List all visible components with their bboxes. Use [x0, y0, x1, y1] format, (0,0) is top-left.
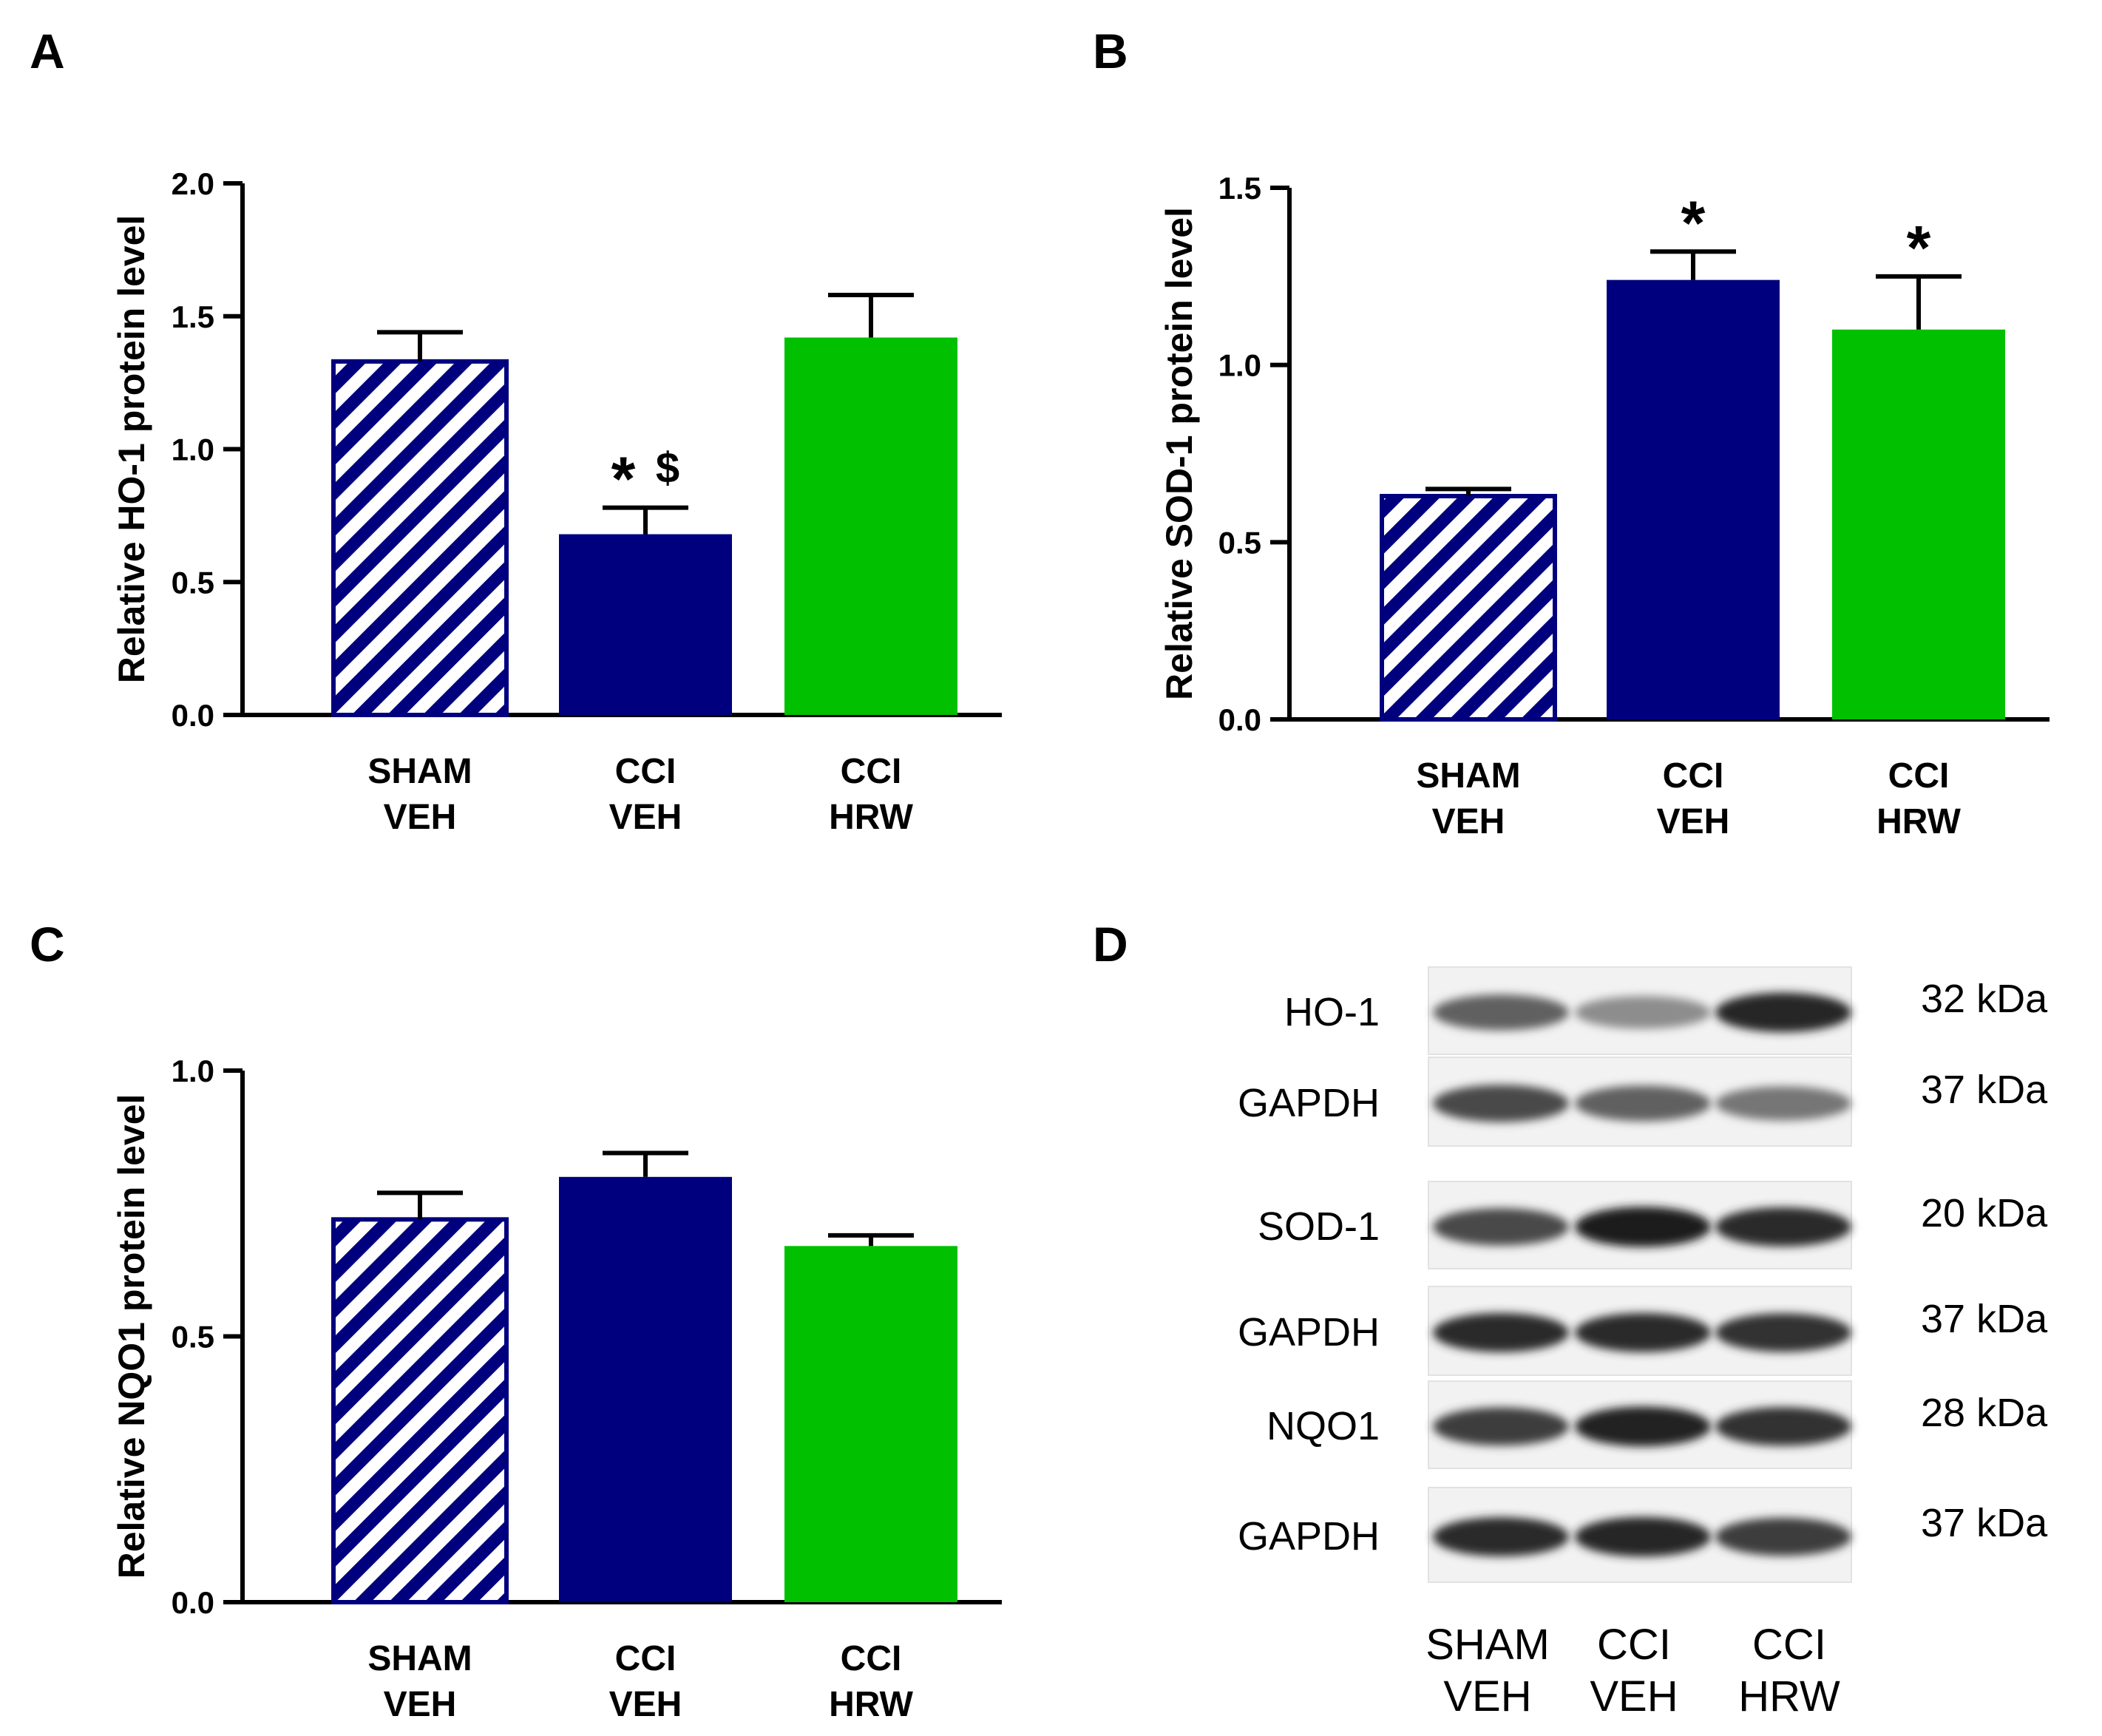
- bar-cci-veh: [559, 1176, 732, 1602]
- bar-cci-veh: [1607, 279, 1780, 719]
- x-tick-label: HRW: [829, 798, 913, 837]
- x-tick-label: CCI: [841, 1639, 902, 1678]
- blot-protein-label: HO-1: [1284, 990, 1380, 1034]
- blot-lane-label: VEH: [1590, 1672, 1678, 1720]
- blot-row-gapdh: GAPDH 37 kDa: [1238, 1057, 2048, 1147]
- bar-sham-veh: [1380, 494, 1557, 722]
- blot-size-label: 37 kDa: [1921, 1297, 2048, 1341]
- chart-panel-b: 0.0 0.5 1.0 1.5 Relative SOD-1 protein level…: [1159, 171, 2050, 841]
- blot-band: [1433, 1312, 1569, 1352]
- blot-band: [1575, 1406, 1711, 1447]
- y-tick-label: 1.5: [1218, 171, 1261, 206]
- blot-band: [1715, 1207, 1851, 1247]
- blot-band: [1575, 1516, 1711, 1557]
- blot-band: [1433, 1208, 1569, 1246]
- x-tick-label: SHAM: [1416, 756, 1520, 796]
- chart-panel-a: 0.0 0.5 1.0 1.5 2.0 Relative HO-1 protein lev…: [111, 166, 1002, 837]
- significance-star: *: [611, 444, 636, 514]
- blot-lane-label: HRW: [1738, 1672, 1840, 1720]
- panel-letter-b: B: [1093, 24, 1128, 78]
- y-axis-label: Relative NQO1 protein level: [111, 1094, 152, 1579]
- y-tick-label: 0.5: [172, 1320, 214, 1354]
- bar-cci-veh: [559, 534, 732, 715]
- blot-band: [1715, 1313, 1851, 1352]
- bar-sham-veh: [331, 359, 509, 717]
- blot-band: [1575, 996, 1711, 1029]
- x-tick-label: CCI: [615, 752, 677, 791]
- x-tick-label: CCI: [841, 752, 902, 791]
- blot-band: [1715, 1086, 1851, 1121]
- blot-protein-label: GAPDH: [1238, 1310, 1380, 1354]
- blot-band: [1433, 1085, 1569, 1122]
- blot-band: [1433, 1407, 1569, 1446]
- x-tick-label: VEH: [1657, 802, 1730, 841]
- bar-cci-hrw: [784, 1246, 957, 1602]
- chart-panel-c: 0.0 0.5 1.0 Relative NQO1 protein level SHAM…: [111, 1054, 1002, 1724]
- x-tick-label: CCI: [615, 1639, 677, 1678]
- y-axis-label: Relative HO-1 protein level: [111, 215, 152, 684]
- y-tick-label: 1.5: [172, 299, 214, 334]
- x-tick-label: VEH: [609, 1685, 682, 1724]
- blot-size-label: 37 kDa: [1921, 1068, 2048, 1112]
- significance-star: *: [1681, 188, 1706, 257]
- blot-size-label: 28 kDa: [1921, 1391, 2048, 1435]
- blot-row-nqo1: NQO1 28 kDa: [1267, 1380, 2048, 1469]
- blot-size-label: 20 kDa: [1921, 1191, 2048, 1235]
- bar-cci-hrw: [1832, 329, 2005, 719]
- blot-band: [1715, 992, 1851, 1033]
- x-tick-label: VEH: [384, 1685, 457, 1724]
- blot-protein-label: NQO1: [1267, 1404, 1380, 1448]
- y-axis-label: Relative SOD-1 protein level: [1159, 207, 1200, 700]
- x-tick-label: SHAM: [367, 1639, 472, 1678]
- y-tick-label: 0.0: [1218, 702, 1261, 737]
- blot-row-ho-1: HO-1 32 kDa: [1284, 966, 2048, 1055]
- bar-sham-veh: [331, 1217, 509, 1604]
- blot-lane-label: CCI: [1752, 1621, 1826, 1669]
- blot-lane-label: SHAM: [1425, 1621, 1550, 1669]
- blot-size-label: 32 kDa: [1921, 977, 2048, 1021]
- y-tick-label: 0.5: [1218, 525, 1261, 560]
- blot-lane-label: CCI: [1597, 1621, 1671, 1669]
- blot-row-gapdh: GAPDH 37 kDa: [1238, 1286, 2048, 1376]
- x-tick-label: VEH: [1432, 802, 1505, 841]
- panel-letter-a: A: [30, 24, 65, 78]
- x-tick-label: HRW: [829, 1685, 913, 1724]
- y-tick-label: 1.0: [172, 433, 214, 467]
- x-tick-label: HRW: [1876, 802, 1961, 841]
- panel-letter-d: D: [1093, 917, 1128, 972]
- blot-band: [1715, 1517, 1851, 1556]
- y-tick-label: 1.0: [1218, 348, 1261, 383]
- x-tick-label: CCI: [1663, 756, 1724, 796]
- blot-protein-label: GAPDH: [1238, 1514, 1380, 1559]
- blot-row-sod-1: SOD-1 20 kDa: [1258, 1181, 2048, 1269]
- y-tick-label: 1.0: [172, 1054, 214, 1088]
- blot-size-label: 37 kDa: [1921, 1501, 2048, 1545]
- blot-protein-label: SOD-1: [1258, 1204, 1380, 1249]
- blot-band: [1575, 1085, 1711, 1122]
- blot-lane-label: VEH: [1443, 1672, 1531, 1720]
- blot-band: [1575, 1207, 1711, 1247]
- blot-row-gapdh: GAPDH 37 kDa: [1238, 1487, 2048, 1583]
- y-tick-label: 0.5: [172, 565, 214, 600]
- blot-band: [1433, 1517, 1569, 1557]
- blot-protein-label: GAPDH: [1238, 1081, 1380, 1125]
- x-tick-label: VEH: [609, 798, 682, 837]
- x-tick-label: VEH: [384, 798, 457, 837]
- significance-star: *: [1907, 213, 1931, 282]
- panel-letter-c: C: [30, 917, 65, 972]
- blot-band: [1715, 1407, 1851, 1446]
- blot-band: [1575, 1312, 1711, 1352]
- y-tick-label: 0.0: [172, 1585, 214, 1620]
- significance-dollar: $: [656, 444, 679, 492]
- x-tick-label: CCI: [1888, 756, 1950, 796]
- western-blot-panel: HO-1 32 kDa GAPDH 37 kDa SOD-1 20 kDa GAPDH 37 …: [1238, 966, 2048, 1720]
- y-tick-label: 0.0: [172, 698, 214, 733]
- bar-cci-hrw: [784, 337, 957, 715]
- blot-band: [1433, 994, 1569, 1031]
- y-tick-label: 2.0: [172, 166, 214, 201]
- x-tick-label: SHAM: [367, 752, 472, 791]
